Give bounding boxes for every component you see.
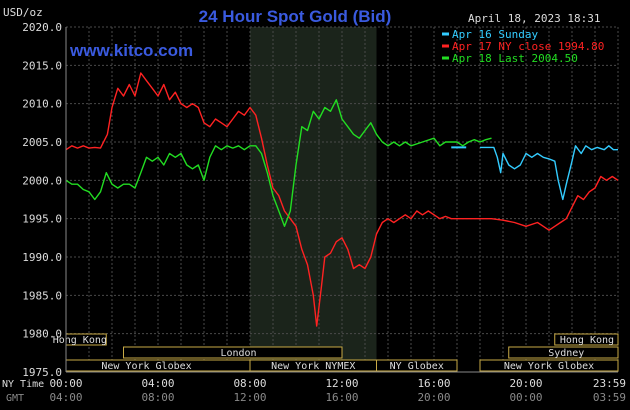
units-label: USD/oz	[3, 6, 43, 19]
x-tick-ny: 00:00	[49, 377, 82, 390]
x-tick-gmt: 08:00	[141, 391, 174, 404]
x-tick-ny: 23:59	[593, 377, 626, 390]
legend-label-2: Apr 17 NY close 1994.80	[452, 40, 604, 53]
axes: 2020.0 2015.0 2010.0 2005.0 2000.0 1995.0 1990…	[2, 21, 626, 404]
y-tick-label: 1985.0	[22, 289, 62, 302]
x-tick-gmt: 00:00	[509, 391, 542, 404]
nymex-session-shade	[250, 27, 377, 372]
trading-session-bars: Hong Kong London New York Globex New York N…	[53, 333, 619, 372]
session-label-hong_kong_right: Hong Kong	[560, 335, 614, 346]
nymex-shade	[250, 27, 377, 372]
y-tick-label: 2005.0	[22, 136, 62, 149]
legend-label-1: Apr 16 Sunday	[452, 28, 538, 41]
x-tick-ny: 12:00	[325, 377, 358, 390]
site-watermark: www.kitco.com	[69, 41, 193, 60]
session-bar-ny_globex_mid	[376, 359, 458, 372]
y-tick-label: 1995.0	[22, 213, 62, 226]
x-tick-gmt: 12:00	[233, 391, 266, 404]
x-tick-gmt: 03:59	[593, 391, 626, 404]
session-bar-sydney	[508, 346, 619, 359]
session-label-london: London	[220, 348, 256, 359]
session-label-ny_globex_mid: NY Globex	[390, 361, 444, 372]
x-tick-gmt: 16:00	[325, 391, 358, 404]
session-label-ny_nymex: New York NYMEX	[271, 361, 355, 372]
x-tick-ny: 04:00	[141, 377, 174, 390]
x-axis-ny-title: NY Time	[2, 379, 44, 390]
y-tick-label: 2000.0	[22, 174, 62, 187]
y-tick-label: 2020.0	[22, 21, 62, 34]
y-tick-label: 1975.0	[22, 366, 62, 379]
y-tick-label: 2015.0	[22, 59, 62, 72]
x-tick-gmt: 04:00	[49, 391, 82, 404]
datetime-label: April 18, 2023 18:31	[468, 12, 600, 25]
y-tick-label: 2010.0	[22, 98, 62, 111]
x-tick-ny: 16:00	[417, 377, 450, 390]
y-tick-label: 1980.0	[22, 328, 62, 341]
chart-title: 24 Hour Spot Gold (Bid)	[199, 7, 392, 26]
session-label-ny_globex_right: New York Globex	[504, 361, 594, 372]
series-line-1	[480, 145, 618, 201]
x-tick-gmt: 20:00	[417, 391, 450, 404]
session-label-ny_globex_left: New York Globex	[101, 361, 191, 372]
x-tick-ny: 20:00	[509, 377, 542, 390]
session-label-hong_kong_left: Hong Kong	[53, 335, 107, 346]
session-label-sydney: Sydney	[548, 348, 584, 359]
session-bar-hong_kong_right	[554, 333, 619, 346]
price-series	[65, 72, 619, 327]
session-bar-ny_globex_right	[479, 359, 619, 372]
series-line-3	[65, 99, 492, 228]
x-tick-ny: 08:00	[233, 377, 266, 390]
series-line-2	[65, 72, 619, 327]
legend-label-3: Apr 18 Last 2004.50	[452, 52, 578, 65]
y-tick-label: 1990.0	[22, 251, 62, 264]
session-bar-london	[123, 346, 343, 359]
x-axis-gmt-title: GMT	[6, 393, 24, 404]
